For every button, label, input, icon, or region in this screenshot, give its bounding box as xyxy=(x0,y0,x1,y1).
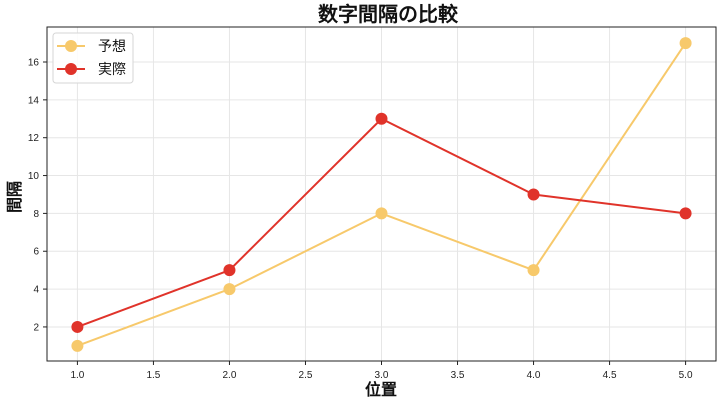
grid xyxy=(47,27,716,361)
x-axis-ticks: 1.0 1.5 2.0 2.5 3.0 3.5 4.0 4.5 5.0 xyxy=(70,361,693,381)
legend-marker-icon xyxy=(65,40,77,52)
y-tick-label: 4 xyxy=(33,285,39,296)
y-tick-label: 16 xyxy=(28,58,40,69)
data-point-marker xyxy=(679,207,692,220)
data-point-marker xyxy=(679,37,692,50)
x-tick-label: 2.0 xyxy=(223,370,237,381)
data-point-marker xyxy=(527,188,540,201)
y-tick-label: 2 xyxy=(33,322,39,333)
data-point-marker xyxy=(71,320,84,333)
legend-label: 実際 xyxy=(98,62,126,78)
legend-item-expected: 予想 xyxy=(57,39,126,55)
legend-item-actual: 実際 xyxy=(57,62,126,78)
chart-title: 数字間隔の比較 xyxy=(318,2,459,26)
y-tick-label: 8 xyxy=(33,209,39,220)
legend-marker-icon xyxy=(65,63,77,75)
series-actual xyxy=(71,112,692,333)
x-tick-label: 1.0 xyxy=(70,370,84,381)
x-tick-label: 5.0 xyxy=(679,370,693,381)
legend-label: 予想 xyxy=(98,39,126,55)
data-point-marker xyxy=(223,283,236,296)
x-tick-label: 3.0 xyxy=(375,370,389,381)
y-tick-label: 12 xyxy=(28,133,40,144)
x-tick-label: 4.5 xyxy=(603,370,617,381)
y-axis-label: 間隔 xyxy=(5,181,24,213)
data-point-marker xyxy=(375,112,388,125)
data-point-marker xyxy=(223,264,236,277)
y-axis-ticks: 2 4 6 8 10 12 14 16 xyxy=(28,58,47,333)
x-axis-label: 位置 xyxy=(365,380,397,399)
data-point-marker xyxy=(71,339,84,352)
data-point-marker xyxy=(375,207,388,220)
y-tick-label: 14 xyxy=(28,95,40,106)
x-tick-label: 4.0 xyxy=(527,370,541,381)
y-tick-label: 10 xyxy=(28,171,40,182)
y-tick-label: 6 xyxy=(33,247,39,258)
data-point-marker xyxy=(527,264,540,277)
series-expected xyxy=(71,37,692,352)
x-tick-label: 3.5 xyxy=(451,370,465,381)
series-lines xyxy=(71,37,692,352)
x-tick-label: 1.5 xyxy=(146,370,160,381)
x-tick-label: 2.5 xyxy=(299,370,313,381)
